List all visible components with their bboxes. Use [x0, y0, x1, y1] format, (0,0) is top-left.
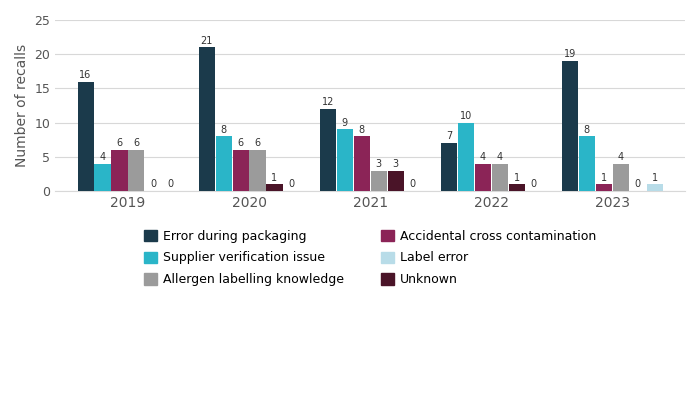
Text: 0: 0	[288, 179, 295, 190]
Text: 7: 7	[446, 131, 452, 141]
Text: 4: 4	[497, 152, 503, 162]
Bar	[475, 164, 491, 191]
Text: 19: 19	[564, 49, 576, 59]
Bar	[94, 164, 111, 191]
Bar	[354, 136, 370, 191]
Bar	[320, 109, 336, 191]
Bar	[337, 129, 353, 191]
Text: 1: 1	[514, 173, 519, 183]
Text: 6: 6	[134, 138, 139, 148]
Text: 0: 0	[531, 179, 537, 190]
Text: 1: 1	[652, 173, 658, 183]
Bar	[216, 136, 232, 191]
Text: 4: 4	[480, 152, 486, 162]
Text: 8: 8	[220, 125, 227, 135]
Text: 0: 0	[635, 179, 640, 190]
Text: 12: 12	[321, 97, 334, 107]
Text: 16: 16	[79, 70, 92, 80]
Legend: Error during packaging, Supplier verification issue, Allergen labelling knowledg: Error during packaging, Supplier verific…	[139, 225, 601, 291]
Text: 3: 3	[393, 159, 398, 169]
Text: 6: 6	[255, 138, 260, 148]
Text: 0: 0	[410, 179, 416, 190]
Bar	[232, 150, 248, 191]
Bar	[509, 184, 525, 191]
Bar	[441, 143, 457, 191]
Text: 1: 1	[601, 173, 607, 183]
Bar	[458, 123, 474, 191]
Text: 9: 9	[342, 118, 348, 128]
Text: 6: 6	[116, 138, 122, 148]
Bar	[612, 164, 629, 191]
Text: 1: 1	[272, 173, 277, 183]
Bar	[562, 61, 578, 191]
Text: 6: 6	[237, 138, 244, 148]
Bar	[596, 184, 612, 191]
Bar	[370, 171, 386, 191]
Bar	[249, 150, 265, 191]
Text: 10: 10	[460, 111, 472, 121]
Text: 8: 8	[584, 125, 590, 135]
Bar	[491, 164, 508, 191]
Text: 3: 3	[376, 159, 382, 169]
Bar	[199, 47, 215, 191]
Text: 0: 0	[167, 179, 174, 190]
Text: 0: 0	[150, 179, 156, 190]
Bar	[78, 82, 94, 191]
Bar	[647, 184, 663, 191]
Text: 4: 4	[99, 152, 106, 162]
Bar	[111, 150, 127, 191]
Text: 21: 21	[200, 36, 213, 46]
Bar	[267, 184, 283, 191]
Bar	[579, 136, 595, 191]
Text: 4: 4	[618, 152, 624, 162]
Y-axis label: Number of recalls: Number of recalls	[15, 44, 29, 167]
Bar	[388, 171, 404, 191]
Text: 8: 8	[358, 125, 365, 135]
Bar	[128, 150, 144, 191]
